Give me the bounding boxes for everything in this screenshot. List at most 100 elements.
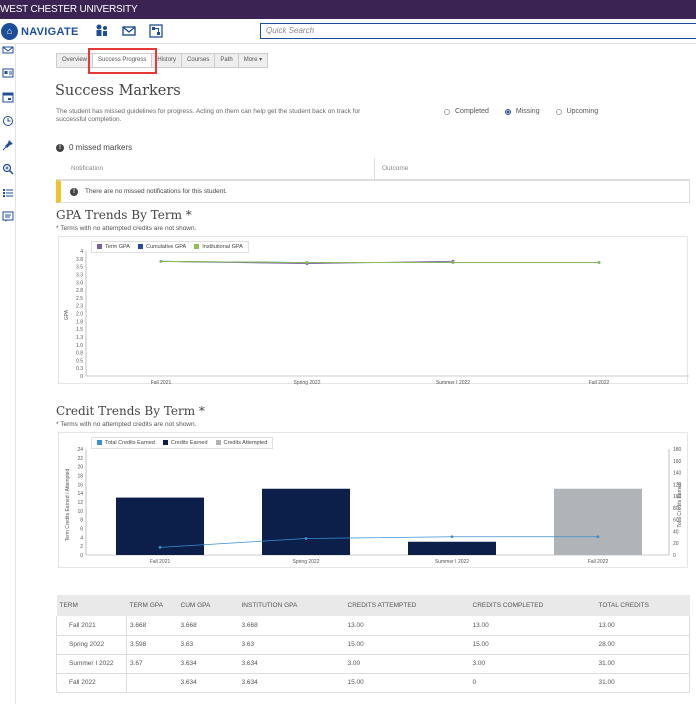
y-tick-label: 0 <box>80 553 83 559</box>
table-cell: 15.00 <box>469 635 596 655</box>
data-point <box>159 259 163 263</box>
markers-table-header: Notification Outcome <box>56 158 690 180</box>
profile-card-icon[interactable] <box>2 67 14 79</box>
gpa-chart-legend: Term GPA Cumulative GPA Institutional GP… <box>91 241 249 253</box>
radio-icon[interactable] <box>444 108 450 115</box>
y-tick-label: 3.8 <box>76 257 83 263</box>
y-tick-label: 1.5 <box>76 327 83 333</box>
table-cell: Summer I 2022 <box>56 654 127 674</box>
total-credits-point <box>158 545 162 549</box>
zoom-in-icon[interactable] <box>2 163 14 175</box>
y-tick-label: 4 <box>80 535 83 541</box>
calendar-icon[interactable] <box>2 91 14 103</box>
pin-icon[interactable] <box>2 139 14 151</box>
legend-institutional-gpa[interactable]: Institutional GPA <box>194 244 243 250</box>
th-total-credits: TOTAL CREDITS <box>595 595 690 616</box>
y-tick-label: 3.3 <box>76 272 83 278</box>
info-icon: ! <box>70 187 78 196</box>
column-outcome: Outcome <box>382 165 409 172</box>
gpa-trends-note: * Terms with no attempted credits are no… <box>56 225 197 232</box>
y-tick-label: 0.3 <box>76 366 83 372</box>
table-row: Summer I 2022 3.67 3.634 3.634 3.00 3.00 31.00 <box>56 654 690 674</box>
y-tick-label: 10 <box>77 509 83 515</box>
filter-missing[interactable]: Missing <box>504 108 540 115</box>
legend-credits-earned[interactable]: Credits Earned <box>162 440 208 446</box>
quick-search-input[interactable]: Quick Search <box>260 23 696 39</box>
y-tick-label: 2.8 <box>76 288 83 294</box>
notes-icon[interactable] <box>2 211 14 223</box>
highlight-box <box>88 48 157 74</box>
university-name: WEST CHESTER UNIVERSITY <box>0 4 138 15</box>
table-cell: 3.00 <box>344 654 470 674</box>
y-tick-label: 0.5 <box>76 358 83 364</box>
y2-tick-label: 80 <box>673 506 679 512</box>
tab-success-progress[interactable]: Success Progress <box>92 53 153 68</box>
table-header-row: TERM TERM GPA CUM GPA INSTITUTION GPA CR… <box>56 595 690 616</box>
y2-tick-label: 160 <box>673 459 682 465</box>
y2-tick-label: 140 <box>673 471 682 477</box>
th-credits-attempted: CREDITS ATTEMPTED <box>344 595 470 616</box>
table-cell: 3.634 <box>238 673 345 693</box>
tab-history[interactable]: History <box>151 53 183 68</box>
gpa-chart-svg: 0 0.3 0.50.8 1.0 1.3 1.5 1.82.0 2.3 2.5 2.8 3.0 3.3… <box>64 249 689 385</box>
table-cell: 13.00 <box>344 616 470 636</box>
th-cum-gpa: CUM GPA <box>177 595 239 616</box>
legend-cumulative-gpa[interactable]: Cumulative GPA <box>137 244 186 250</box>
legend-credits-attempted[interactable]: Credits Attempted <box>215 440 268 446</box>
table-cell: 3.63 <box>238 635 345 655</box>
y-tick-label: 24 <box>77 447 83 453</box>
y-tick-label: 1.8 <box>76 319 83 325</box>
y-tick-label: 6 <box>80 527 83 533</box>
bar-credits-earned <box>408 541 496 555</box>
gpa-chart: 0 0.3 0.5 0.8 1.0 1.3 1.5 1.8 2.0 2.3 2.5 2.8 3.0 3.3… <box>58 236 689 385</box>
legend-swatch <box>97 244 102 250</box>
th-term: TERM <box>56 595 127 616</box>
bar-credits-earned <box>262 488 350 555</box>
filter-completed[interactable]: Completed <box>444 108 489 115</box>
table-cell: 15.00 <box>344 673 470 693</box>
total-credits-line <box>159 536 598 548</box>
mail-icon[interactable] <box>121 23 137 39</box>
radio-icon[interactable] <box>555 108 562 115</box>
y-tick-label: 16 <box>77 482 83 488</box>
y-axis-label: Term Credits Earned / Attempted <box>65 469 71 542</box>
legend-label: Term GPA <box>105 244 130 250</box>
brand-name: NAVIGATE <box>21 25 79 38</box>
credit-chart-svg: 0246810121416182022240204060801001201401… <box>65 447 683 565</box>
tab-courses[interactable]: Courses <box>181 53 216 68</box>
legend-label: Credits Attempted <box>223 440 268 446</box>
filter-upcoming-label: Upcoming <box>566 108 599 115</box>
navigate-logo[interactable]: ⌂ NAVIGATE <box>0 21 79 42</box>
th-institution-gpa: INSTITUTION GPA <box>238 595 345 616</box>
people-icon[interactable] <box>94 23 110 39</box>
legend-term-gpa[interactable]: Term GPA <box>97 244 130 250</box>
total-credits-point <box>450 535 454 539</box>
legend-swatch <box>215 440 221 446</box>
legend-total-credits-earned[interactable]: Total Credits Earned <box>97 440 155 446</box>
tab-more-dropdown[interactable]: More ▾ <box>237 53 269 68</box>
x-tick-label: Summer I 2022 <box>436 380 470 385</box>
table-cell: 31.00 <box>595 654 690 674</box>
filter-upcoming[interactable]: Upcoming <box>555 108 599 115</box>
left-sidebar <box>0 44 16 704</box>
y2-tick-label: 40 <box>673 529 679 535</box>
data-point <box>305 261 309 264</box>
radio-selected-icon[interactable] <box>504 108 511 115</box>
history-icon[interactable] <box>2 115 14 127</box>
credit-trends-title: Credit Trends By Term * <box>56 404 205 418</box>
table-cell: Fall 2022 <box>56 673 127 693</box>
tab-overview[interactable]: Overview <box>56 53 94 68</box>
total-credits-point <box>304 537 308 540</box>
list-icon[interactable] <box>2 187 14 199</box>
table-cell: 3.668 <box>238 616 345 636</box>
flowchart-icon[interactable] <box>148 23 164 39</box>
table-cell: 3.668 <box>126 616 178 636</box>
data-point <box>597 261 601 264</box>
th-credits-completed: CREDITS COMPLETED <box>469 595 596 616</box>
success-markers-description: The student has missed guidelines for pr… <box>56 108 361 123</box>
credit-summary-table: TERM TERM GPA CUM GPA INSTITUTION GPA CR… <box>56 595 690 693</box>
y2-tick-label: 100 <box>673 494 682 500</box>
mail-icon[interactable] <box>2 44 14 56</box>
tab-path[interactable]: Path <box>214 53 239 68</box>
profile-tabs: Overview Success Progress History Course… <box>56 53 269 68</box>
